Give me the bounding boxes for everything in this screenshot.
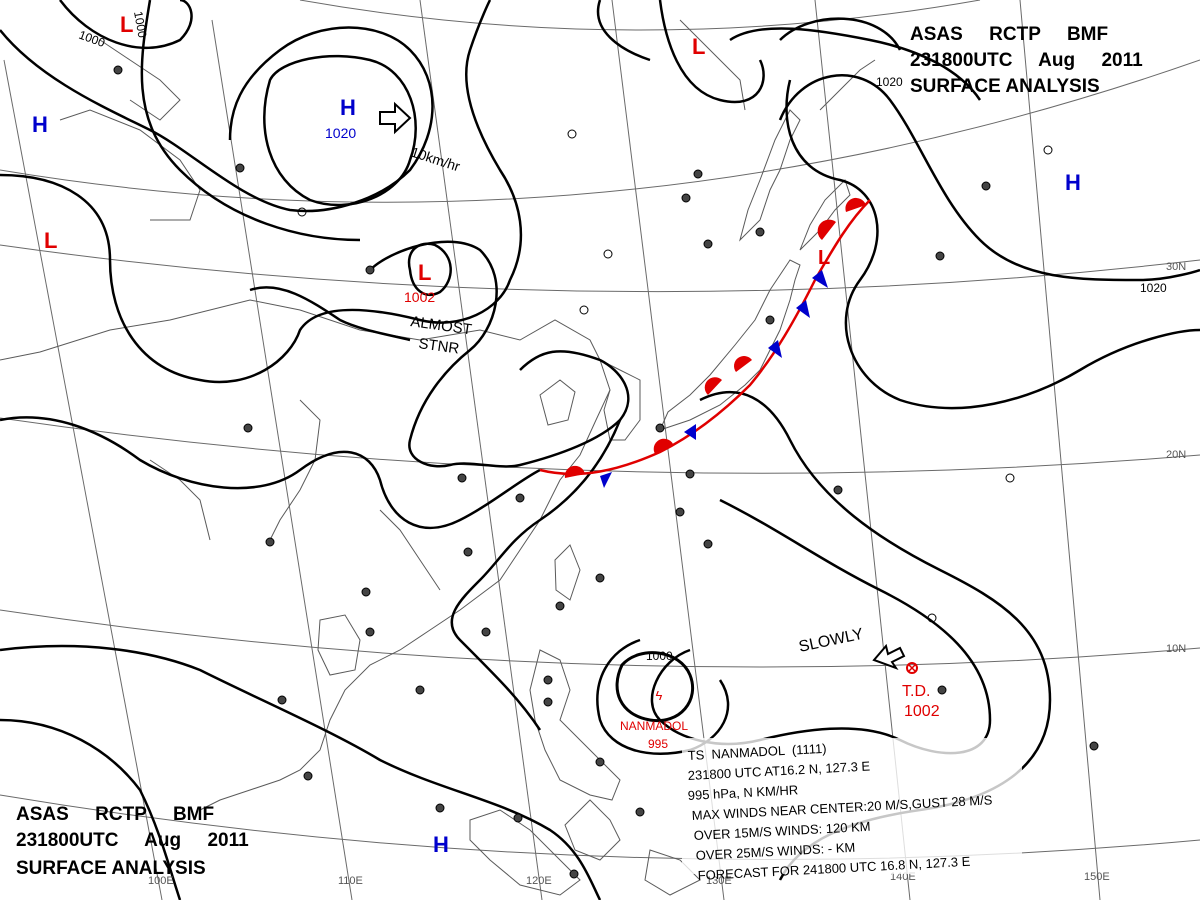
low-pressure-value: 1002	[404, 289, 435, 305]
lat-label: 10N	[1166, 643, 1186, 655]
isobar-label: 1020	[1140, 281, 1167, 295]
grid-labels: 100E 110E 120E 130E 140E 150E 30N 20N 10…	[148, 261, 1186, 887]
storm-info-line: TS NANMADOL (1111)	[687, 741, 827, 763]
isobar-label: 1000	[131, 10, 149, 39]
high-motion-speed: 10km/hr	[409, 144, 462, 175]
high-motion-arrow	[379, 101, 412, 135]
storm-pressure: 995	[648, 737, 668, 751]
header-line2: 231800UTC Aug 2011	[910, 50, 1143, 71]
lon-label: 120E	[526, 875, 552, 887]
storm-info-line: 995 hPa, N KM/HR	[687, 782, 798, 803]
high-marker-east: H	[1065, 170, 1081, 195]
lon-label: 100E	[148, 875, 174, 887]
station-plots	[113, 65, 1099, 879]
isobar-label: 1000	[646, 649, 673, 663]
low-marker-north: L	[120, 12, 133, 37]
low-marker-front: L	[818, 247, 830, 269]
td-motion-text: SLOWLY	[797, 626, 865, 656]
annotations: 10km/hr ALMOST STNR SLOWLY T.D. 1002 ϟ N…	[379, 101, 940, 751]
high-marker-north: H	[340, 95, 356, 120]
isobar-labels: 1000 1000 1020 1020 1000	[77, 10, 1167, 663]
header-line1: ASAS RCTP BMF	[16, 804, 214, 825]
header-line3: SURFACE ANALYSIS	[910, 76, 1100, 97]
header-bottom-left: ASAS RCTP BMF 231800UTC Aug 2011 SURFACE…	[16, 804, 249, 879]
isobar-label: 1020	[876, 75, 903, 89]
header-top-right: ASAS RCTP BMF 231800UTC Aug 2011 SURFACE…	[910, 24, 1143, 97]
lon-label: 150E	[1084, 871, 1110, 883]
isobar-label: 1000	[77, 28, 107, 50]
storm-center-icon: ϟ	[656, 688, 663, 703]
high-pressure-value: 1020	[325, 125, 356, 141]
lon-label: 130E	[706, 875, 732, 887]
td-motion-arrow	[872, 643, 906, 670]
coastlines	[0, 19, 876, 896]
pressure-centers: L H 1020 L 1002 L H H H L L	[32, 12, 1081, 857]
stationary-front	[539, 197, 871, 488]
high-marker-south: H	[433, 832, 449, 857]
td-label: T.D.	[902, 683, 930, 700]
storm-name: NANMADOL	[620, 719, 688, 733]
lat-label: 20N	[1166, 449, 1186, 461]
low-marker-central: L	[418, 260, 431, 285]
low-status-line2: STNR	[417, 335, 460, 358]
header-line2: 231800UTC Aug 2011	[16, 830, 249, 851]
lon-label: 110E	[338, 875, 363, 887]
high-marker-west: H	[32, 112, 48, 137]
lat-label: 30N	[1166, 261, 1186, 273]
storm-info: TS NANMADOL (1111) 231800 UTC AT16.2 N, …	[682, 738, 1022, 883]
td-pressure: 1002	[904, 703, 940, 720]
low-marker-west: L	[44, 228, 57, 253]
td-center-icon	[906, 662, 918, 674]
header-line1: ASAS RCTP BMF	[910, 24, 1108, 45]
low-marker-northeast: L	[692, 34, 705, 59]
header-line3: SURFACE ANALYSIS	[16, 858, 206, 879]
